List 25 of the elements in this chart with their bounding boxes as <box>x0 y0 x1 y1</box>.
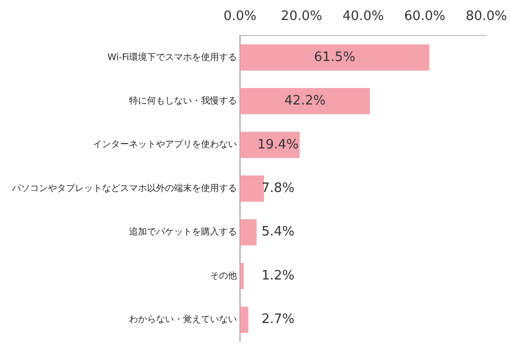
x-tick-label: 40.0% <box>342 9 384 24</box>
y-tick-label: インターネットやアプリを使わない <box>93 139 237 150</box>
data-label: 19.4% <box>257 137 299 152</box>
bar <box>240 88 370 114</box>
bar <box>240 262 244 290</box>
data-label: 1.2% <box>261 268 295 284</box>
data-label: 61.5% <box>314 50 356 65</box>
y-tick-label: パソコンやタブレットなどスマホ以外の端末を使用する <box>11 182 237 194</box>
y-tick-label: わからない・覚えていない <box>129 314 237 326</box>
x-tick-label: 60.0% <box>404 9 446 24</box>
data-label: 5.4% <box>261 224 295 240</box>
data-label: 2.7% <box>261 312 295 328</box>
data-label: 7.8% <box>261 180 295 196</box>
x-tick-label: 20.0% <box>280 9 322 24</box>
bar <box>240 219 257 246</box>
bar <box>240 44 430 71</box>
x-tick-label: 80.0% <box>466 9 508 24</box>
bar <box>240 306 248 333</box>
x-tick-label: 0.0% <box>223 9 257 24</box>
data-label: 42.2% <box>284 94 326 109</box>
y-tick-label: Wi-Fi環境下でスマホを使用する <box>108 52 237 63</box>
bar <box>240 175 264 202</box>
y-tick-label: 追加でパケットを購入する <box>129 226 237 238</box>
y-tick-label: 特に何もしない・我慢する <box>129 96 237 107</box>
y-tick-label: その他 <box>210 270 237 282</box>
